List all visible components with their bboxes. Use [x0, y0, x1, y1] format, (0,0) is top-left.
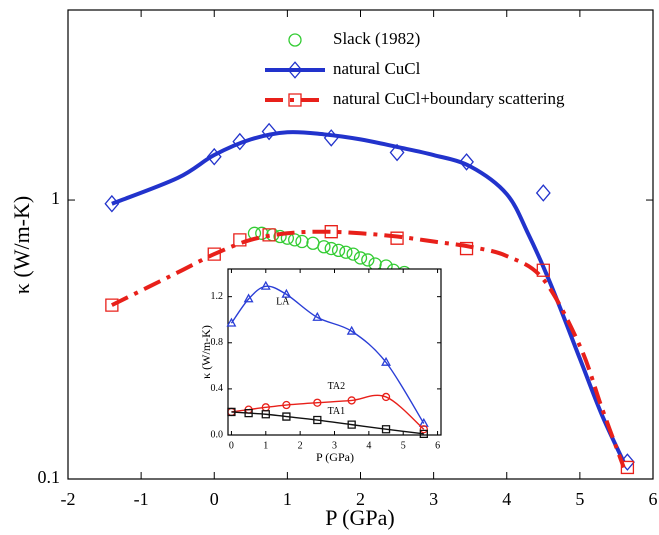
marker	[381, 425, 391, 434]
y-tick-label: 0.0	[211, 429, 224, 440]
plot: 0 1 2 3 4 5 6 0.0 0.4 0.8 1.2 P (GPa) κ (W/m-K) LA TA2…	[199, 268, 442, 464]
x-tick-label: 6	[435, 440, 440, 451]
legend-label: Slack (1982)	[333, 29, 420, 48]
marker	[227, 407, 236, 417]
y-tick-label: 1	[51, 188, 60, 208]
x-tick-label: 3	[429, 489, 438, 509]
marker	[306, 236, 320, 250]
x-tick-label: 0	[210, 489, 219, 509]
y-tick-label: 0.1	[38, 467, 61, 487]
marker	[324, 225, 338, 239]
marker	[243, 293, 254, 303]
marker	[282, 412, 291, 421]
marker	[281, 288, 292, 298]
marker	[331, 243, 346, 258]
marker	[346, 325, 357, 335]
x-tick-label: 0	[229, 440, 234, 451]
marker	[381, 392, 391, 402]
frame	[67, 9, 654, 480]
marker	[282, 400, 291, 410]
marker	[313, 415, 322, 425]
series-label: TA1	[328, 406, 346, 417]
series-label: LA	[276, 297, 290, 308]
x-axis-label: P (GPa)	[325, 505, 394, 530]
marker	[381, 356, 391, 366]
marker	[390, 231, 404, 245]
marker	[346, 247, 360, 261]
marker	[347, 396, 356, 405]
marker	[536, 263, 550, 277]
series-label: TA2	[328, 381, 346, 392]
marker	[261, 410, 270, 419]
y-axis-label: κ (W/m-K)	[199, 325, 213, 379]
legend-marker	[288, 93, 302, 107]
marker	[535, 184, 551, 202]
series-line	[111, 130, 626, 463]
legend-marker	[288, 33, 302, 47]
y-tick-label: 0.8	[211, 337, 224, 348]
marker	[368, 257, 382, 271]
marker	[339, 245, 353, 259]
legend-marker	[287, 61, 303, 79]
x-tick-label: 4	[502, 489, 511, 509]
marker	[233, 233, 247, 247]
x-tick-label: 5	[575, 489, 584, 509]
x-tick-label: 2	[356, 489, 365, 509]
legend-label: natural CuCl	[333, 59, 421, 78]
marker	[262, 228, 276, 242]
marker	[244, 408, 253, 418]
y-axis-label: κ (W/m-K)	[9, 196, 34, 294]
marker	[312, 311, 323, 321]
marker	[419, 429, 428, 438]
x-tick-label: -1	[134, 489, 149, 509]
marker	[273, 229, 287, 244]
marker	[459, 153, 474, 171]
marker	[295, 234, 309, 249]
x-tick-label: 4	[366, 440, 371, 451]
legend-label: natural CuCl+boundary scattering	[333, 89, 565, 108]
x-tick-label: -2	[61, 489, 76, 509]
marker	[104, 194, 120, 213]
marker	[206, 147, 222, 166]
marker	[459, 241, 474, 256]
marker	[620, 460, 635, 475]
marker	[619, 453, 635, 471]
marker	[323, 129, 339, 147]
marker	[261, 122, 277, 141]
frame	[227, 268, 442, 436]
marker	[105, 298, 119, 312]
marker	[361, 253, 375, 267]
x-tick-label: 2	[298, 440, 303, 451]
x-tick-label: 1	[263, 440, 268, 451]
series-line	[110, 229, 626, 469]
x-tick-label: 5	[401, 440, 406, 451]
x-tick-label: 3	[332, 440, 337, 451]
marker	[232, 132, 248, 151]
marker	[353, 251, 368, 265]
x-tick-label: 1	[283, 489, 292, 509]
x-tick-label: 6	[649, 489, 658, 509]
marker	[260, 280, 271, 290]
y-tick-label: 0.4	[211, 383, 224, 394]
marker	[313, 398, 322, 407]
x-axis-label: P (GPa)	[316, 450, 354, 464]
y-tick-label: 1.2	[211, 291, 224, 302]
marker	[288, 233, 302, 247]
marker	[324, 241, 338, 256]
marker	[226, 317, 237, 327]
marker	[419, 425, 428, 434]
marker	[317, 240, 331, 254]
marker	[255, 226, 269, 240]
marker	[389, 143, 405, 162]
plot: -2 -1 0 1 2 3 4 5 6 0.1 1 P (GPa) κ (W/m-K) Slack (19…	[9, 9, 658, 530]
marker	[207, 247, 221, 261]
marker	[347, 420, 356, 429]
